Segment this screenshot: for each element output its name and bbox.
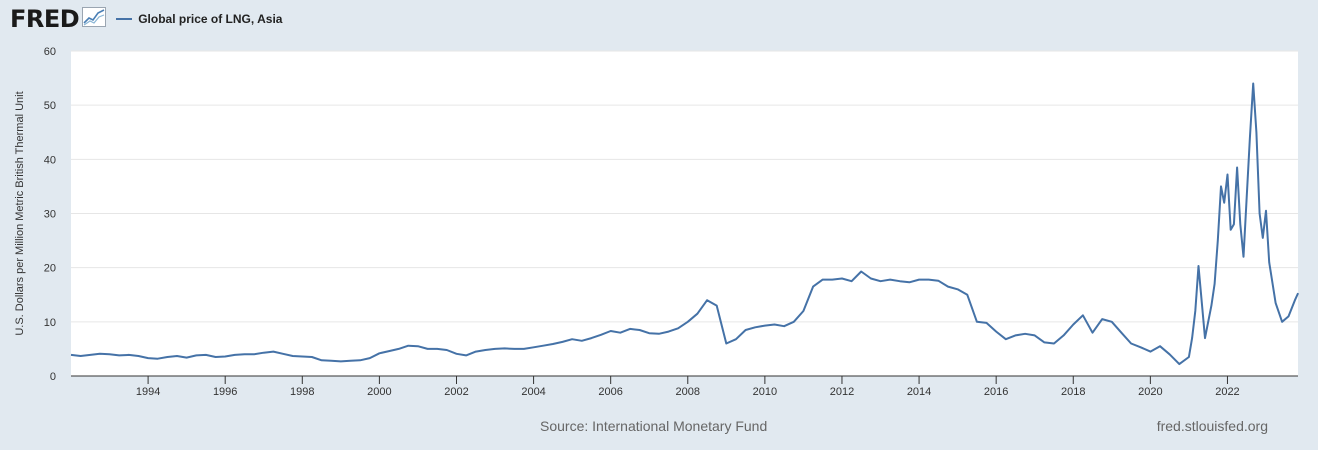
y-tick-label: 60 [44, 46, 56, 58]
y-tick-label: 20 [44, 263, 56, 275]
x-tick-label: 2006 [598, 386, 622, 398]
x-tick-label: 2016 [984, 386, 1008, 398]
source-note: Source: International Monetary Fund [540, 418, 768, 434]
x-tick-label: 2000 [367, 386, 391, 398]
x-tick-label: 2004 [521, 386, 545, 398]
x-tick-label: 2002 [444, 386, 468, 398]
x-tick-label: 2014 [907, 386, 931, 398]
fred-logo-text: FRED [10, 5, 80, 33]
x-tick-label: 2022 [1215, 386, 1239, 398]
y-axis-label: U.S. Dollars per Million Metric British … [14, 91, 26, 335]
legend-line-swatch [116, 18, 133, 20]
x-tick-label: 2018 [1061, 386, 1085, 398]
x-tick-label: 2020 [1138, 386, 1162, 398]
chart-legend[interactable]: Global price of LNG, Asia [116, 12, 282, 26]
x-tick-label: 1998 [290, 386, 314, 398]
x-tick-label: 2010 [753, 386, 777, 398]
y-tick-label: 30 [44, 209, 56, 221]
y-tick-label: 40 [44, 154, 56, 166]
y-tick-label: 50 [44, 100, 56, 112]
chart-header: FRED Global price of LNG, Asia [10, 6, 282, 32]
y-tick-label: 0 [50, 371, 56, 383]
x-tick-label: 1994 [136, 386, 160, 398]
site-url[interactable]: fred.stlouisfed.org [1156, 418, 1268, 434]
fred-logo[interactable]: FRED [10, 5, 107, 33]
legend-series-label: Global price of LNG, Asia [138, 12, 283, 26]
x-tick-label: 1996 [213, 386, 237, 398]
x-tick-label: 2008 [676, 386, 700, 398]
y-tick-label: 10 [44, 317, 56, 329]
series-line-lng-asia [70, 82, 1300, 366]
fred-chart-icon [82, 6, 107, 32]
x-tick-label: 2012 [830, 386, 854, 398]
